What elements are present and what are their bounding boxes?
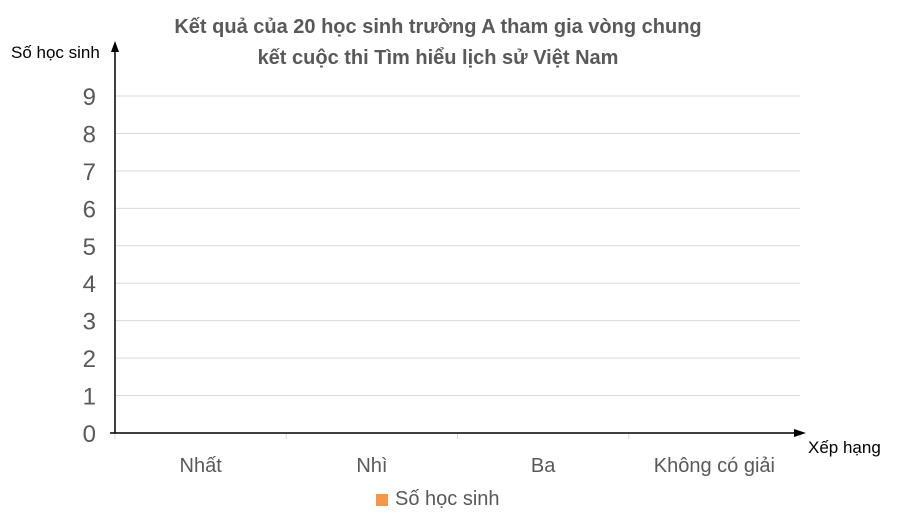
legend-swatch	[376, 493, 388, 506]
y-tick-label: 8	[83, 121, 96, 148]
y-axis-label: Số học sinh	[11, 43, 100, 62]
y-tick-label: 2	[83, 346, 96, 373]
chart-title-line-2: kết cuộc thi Tìm hiểu lịch sử Việt Nam	[257, 47, 619, 69]
legend-label: Số học sinh	[395, 488, 500, 510]
y-tick-label: 3	[83, 309, 96, 336]
x-tick-label: Nhì	[356, 455, 387, 477]
y-tick-label: 5	[83, 234, 96, 261]
y-tick-label: 6	[83, 196, 96, 223]
x-axis-label: Xếp hạng	[808, 438, 881, 457]
y-tick-label: 0	[83, 421, 96, 448]
y-tick-label: 9	[83, 84, 96, 111]
x-axis-arrow	[794, 429, 806, 437]
y-tick-label: 1	[83, 384, 96, 411]
y-tick-label: 7	[83, 159, 96, 186]
x-tick-label: Không có giải	[654, 455, 775, 477]
y-axis-arrow	[111, 41, 119, 52]
chart-title: Kết quả của 20 học sinh trường A tham gi…	[148, 12, 728, 74]
x-tick-label: Nhất	[180, 455, 223, 477]
y-tick-label: 4	[83, 271, 96, 298]
chart-title-line-1: Kết quả của 20 học sinh trường A tham gi…	[174, 16, 702, 38]
legend: Số học sinh	[376, 488, 500, 511]
x-tick-label: Ba	[531, 455, 556, 477]
